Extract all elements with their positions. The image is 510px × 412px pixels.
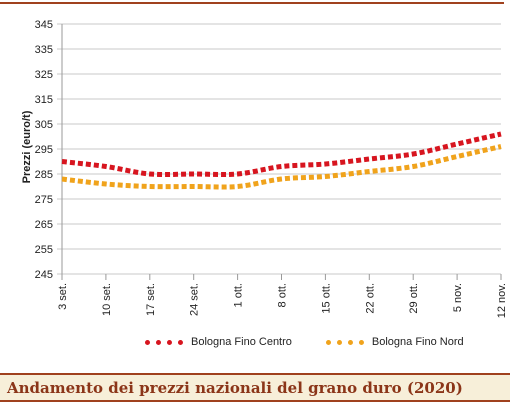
series-line-nord	[61, 144, 502, 190]
x-tick-label: 8 ott.	[277, 283, 289, 307]
y-axis-label: Prezzi (euro/t)	[21, 110, 33, 183]
y-tick-labels: 245 255 265 275 285 295 305 315 325 335 345	[35, 19, 53, 281]
series-lines	[61, 131, 502, 190]
y-tick-label: 265	[35, 219, 53, 231]
y-tick-label: 295	[35, 144, 53, 156]
x-tick-label: 10 set.	[101, 283, 113, 316]
y-tick-label: 345	[35, 19, 53, 31]
y-tick-label: 255	[35, 244, 53, 256]
line-chart: 245 255 265 275 285 295 305 315 325 335 345 3 set.…	[21, 19, 508, 318]
gridlines	[57, 23, 501, 275]
legend-label-centro: Bologna Fino Centro	[191, 336, 292, 348]
legend-item-centro: Bologna Fino Centro	[145, 336, 292, 348]
y-tick-label: 305	[35, 119, 53, 131]
top-rule	[0, 2, 504, 4]
x-tick-label: 22 ott.	[364, 283, 376, 314]
x-tick-label: 1 ott.	[233, 283, 245, 307]
legend-swatch-centro	[145, 339, 183, 345]
y-tick-label: 275	[35, 194, 53, 206]
x-tick-label: 17 set.	[145, 283, 157, 316]
y-tick-label: 315	[35, 94, 53, 106]
legend-label-nord: Bologna Fino Nord	[371, 336, 464, 348]
chart-title-bar: Andamento dei prezzi nazionali del grano…	[0, 373, 510, 402]
y-tick-label: 285	[35, 169, 53, 181]
x-tick-labels: 3 set. 10 set. 17 set. 24 set. 1 ott. 8 ott. 1…	[57, 274, 508, 318]
x-tick-label: 24 set.	[189, 283, 201, 316]
x-tick-label: 12 nov.	[496, 283, 508, 318]
legend: Bologna Fino Centro Bologna Fino Nord	[145, 332, 498, 352]
y-tick-label: 335	[35, 44, 53, 56]
x-tick-label: 29 ott.	[408, 283, 420, 314]
x-tick-label: 15 ott.	[320, 283, 332, 314]
x-tick-label: 3 set.	[57, 283, 69, 310]
legend-item-nord: Bologna Fino Nord	[325, 336, 464, 348]
chart-title: Andamento dei prezzi nazionali del grano…	[7, 378, 463, 397]
y-tick-label: 245	[35, 269, 53, 281]
x-tick-label: 5 nov.	[452, 283, 464, 312]
y-tick-label: 325	[35, 69, 53, 81]
series-line-centro	[61, 131, 502, 178]
legend-swatch-nord	[325, 339, 364, 345]
